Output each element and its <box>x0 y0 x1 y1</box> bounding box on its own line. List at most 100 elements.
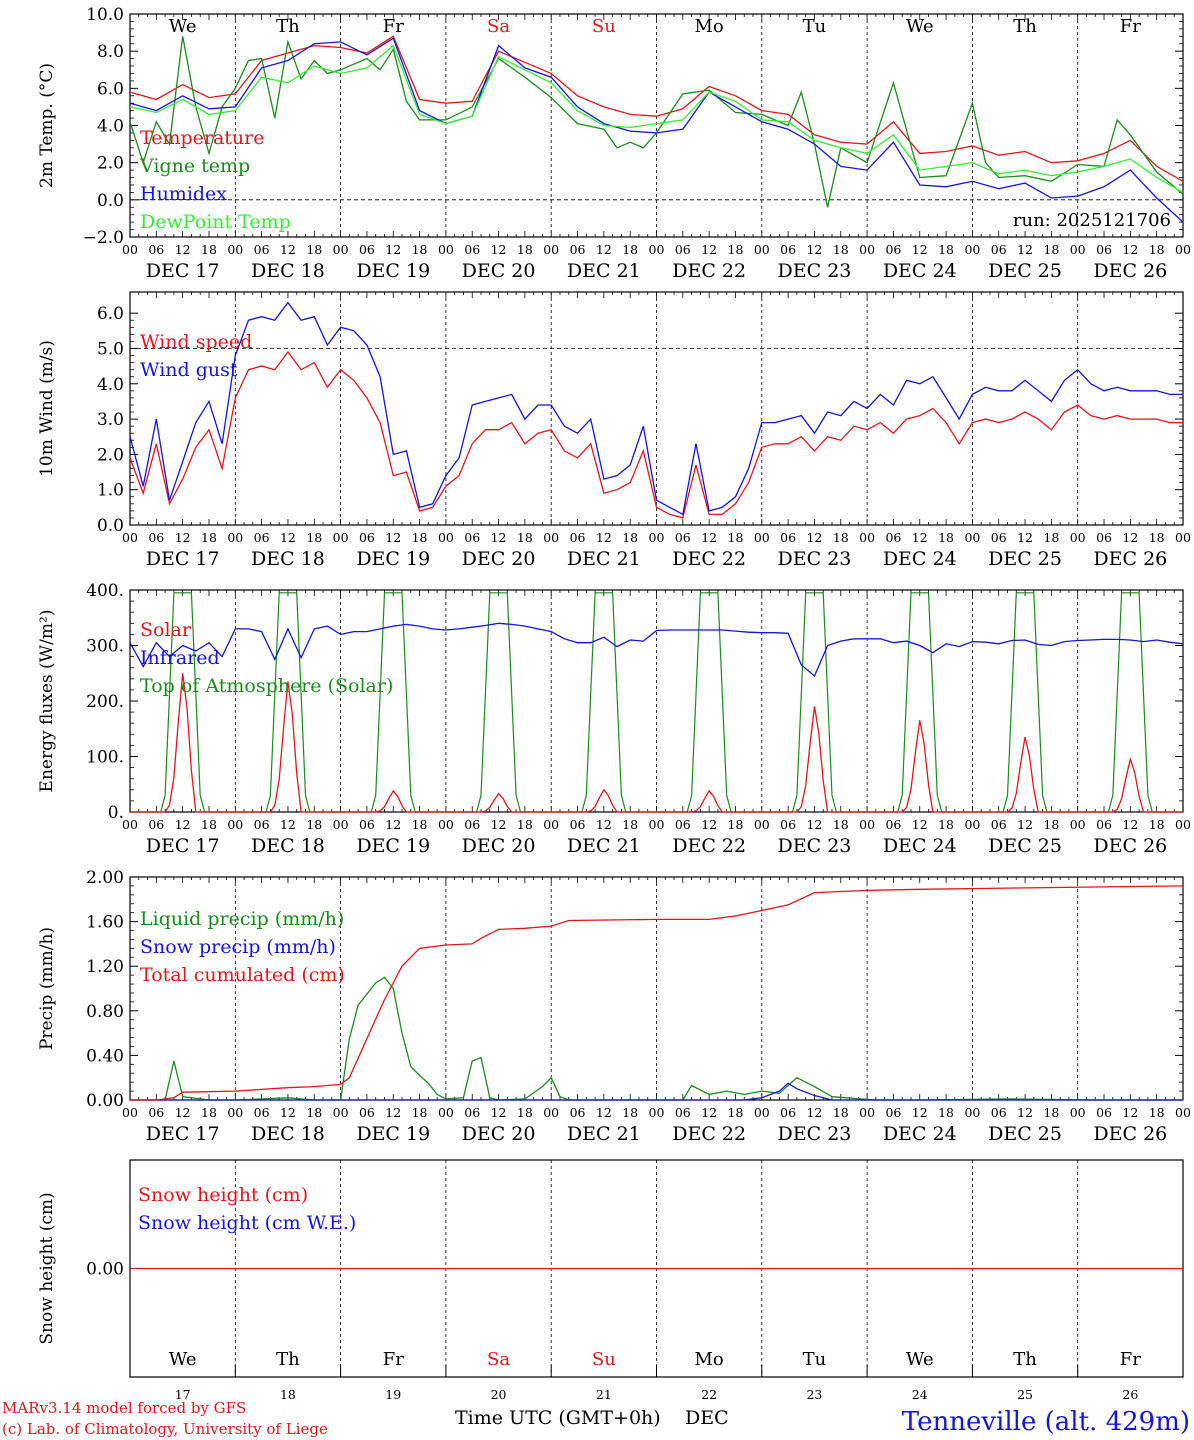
hour-label: 18 <box>728 1105 744 1120</box>
y-tick-label: 0.0 <box>97 191 124 211</box>
hour-label: 12 <box>701 1105 717 1120</box>
panel-temperature: 00 06 12 18 00 06 12 18 00 06 12 18 00 06 12 18 00 06 12 18… <box>37 5 1191 282</box>
hour-label: 06 <box>780 1105 796 1120</box>
hour-label: 12 <box>280 242 296 257</box>
weekday-label: Sa <box>487 1349 510 1370</box>
hour-label: 12 <box>175 530 191 545</box>
hour-label: 00 <box>122 530 138 545</box>
hour-label: 12 <box>175 817 191 832</box>
date-label: DEC 20 <box>462 260 536 282</box>
hour-label: 06 <box>359 530 375 545</box>
legend-entry: Total cumulated (cm) <box>140 964 345 986</box>
date-label: DEC 19 <box>356 835 430 857</box>
y-tick-label: 0.80 <box>86 1002 124 1022</box>
hour-label: 12 <box>491 817 507 832</box>
date-label: DEC 25 <box>988 548 1062 570</box>
day-number: 23 <box>806 1387 822 1402</box>
hour-label: 12 <box>912 817 928 832</box>
toa-solar-line <box>445 592 552 813</box>
hour-label: 06 <box>570 1105 586 1120</box>
hour-label: 00 <box>1175 530 1191 545</box>
hour-label: 00 <box>649 242 665 257</box>
hour-label: 18 <box>1149 530 1165 545</box>
toa-solar-line <box>761 592 868 813</box>
hour-label: 18 <box>833 1105 849 1120</box>
time-axis-label: Time UTC (GMT+0h) <box>455 1407 661 1429</box>
legend-entry: Humidex <box>140 183 227 205</box>
hour-label: 12 <box>491 242 507 257</box>
y-tick-label: 0.40 <box>86 1046 124 1066</box>
date-label: DEC 21 <box>567 548 641 570</box>
hour-label: 18 <box>833 530 849 545</box>
hour-label: 12 <box>491 1105 507 1120</box>
date-label: DEC 19 <box>356 1123 430 1145</box>
y-axis-label: Energy fluxes (W/m²) <box>37 610 57 793</box>
day-number: 26 <box>1122 1387 1138 1402</box>
solar-line <box>445 792 552 813</box>
y-tick-label: 1.60 <box>86 913 124 933</box>
hour-label: 00 <box>1070 817 1086 832</box>
hour-label: 12 <box>596 817 612 832</box>
hour-label: 06 <box>464 817 480 832</box>
panel-energy: 00 06 12 18 00 06 12 18 00 06 12 18 00 06 12 18 00 06 12 18… <box>37 581 1191 857</box>
weekday-label: Mo <box>695 1349 724 1370</box>
legend-entry: Vigne temp <box>139 155 250 177</box>
date-label: DEC 18 <box>251 548 325 570</box>
weekday-label: We <box>169 1349 197 1370</box>
hour-label: 06 <box>254 1105 270 1120</box>
hour-label: 00 <box>543 530 559 545</box>
date-label: DEC 22 <box>672 835 746 857</box>
hour-label: 12 <box>912 1105 928 1120</box>
hour-label: 00 <box>438 817 454 832</box>
solar-line <box>1077 756 1183 813</box>
legend-entry: Temperature <box>140 127 264 149</box>
hour-label: 18 <box>938 242 954 257</box>
toa-solar-line <box>1077 592 1183 813</box>
model-credit: MARv3.14 model forced by GFS <box>2 1399 246 1417</box>
hour-label: 18 <box>728 530 744 545</box>
hour-label: 12 <box>175 1105 191 1120</box>
day-number: 17 <box>175 1387 191 1402</box>
hour-label: 18 <box>1149 242 1165 257</box>
series-line-vigne-temp <box>129 36 1184 208</box>
hour-label: 12 <box>280 530 296 545</box>
solar-line <box>867 720 973 813</box>
hour-label: 12 <box>385 530 401 545</box>
hour-label: 00 <box>227 242 243 257</box>
hour-label: 00 <box>754 530 770 545</box>
hour-label: 12 <box>701 817 717 832</box>
hour-label: 12 <box>1017 530 1033 545</box>
hour-label: 12 <box>701 242 717 257</box>
weekday-label: Th <box>276 1349 300 1370</box>
weekday-label: Fr <box>1120 16 1141 37</box>
hour-label: 18 <box>306 530 322 545</box>
hour-label: 18 <box>622 242 638 257</box>
day-number: 20 <box>491 1387 507 1402</box>
y-tick-label: 100. <box>86 748 124 768</box>
day-number: 19 <box>385 1387 401 1402</box>
panel-frame <box>129 13 1184 238</box>
date-label: DEC 26 <box>1093 835 1167 857</box>
hour-label: 06 <box>254 530 270 545</box>
hour-label: 18 <box>622 1105 638 1120</box>
day-number: 18 <box>280 1387 296 1402</box>
hour-label: 18 <box>622 817 638 832</box>
y-tick-label: 0. <box>108 803 124 823</box>
date-label: DEC 23 <box>778 835 852 857</box>
date-label: DEC 19 <box>356 260 430 282</box>
toa-solar-line <box>340 592 446 813</box>
legend-entry: Top of Atmosphere (Solar) <box>140 675 393 697</box>
y-tick-label: 6.0 <box>97 304 124 324</box>
hour-label: 06 <box>570 242 586 257</box>
date-label: DEC 21 <box>567 835 641 857</box>
weekday-label: Sa <box>487 16 510 37</box>
hour-label: 12 <box>806 242 822 257</box>
date-label: DEC 22 <box>672 260 746 282</box>
panel-wind: 00 06 12 18 00 06 12 18 00 06 12 18 00 06 12 18 00 06 12 18… <box>37 291 1191 570</box>
date-label: DEC 25 <box>988 260 1062 282</box>
solar-line <box>656 789 762 813</box>
station-label: Tenneville (alt. 429m) <box>902 1407 1190 1437</box>
solar-line <box>340 789 446 813</box>
hour-label: 12 <box>175 242 191 257</box>
y-tick-label: 5.0 <box>97 339 124 359</box>
